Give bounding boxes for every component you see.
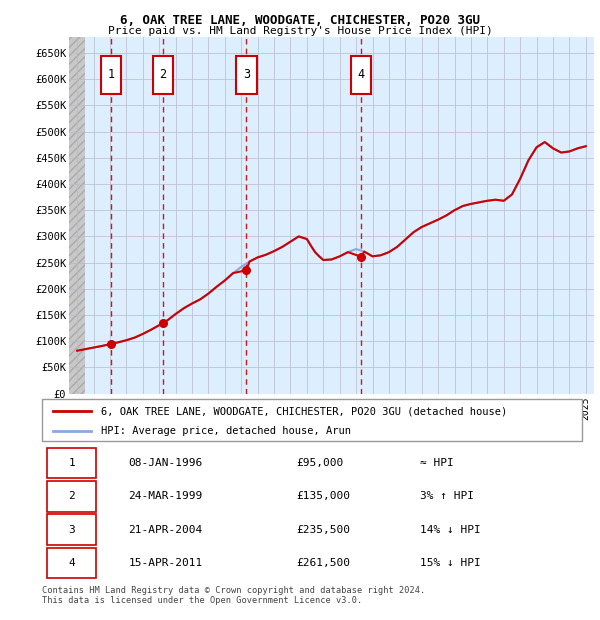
Text: ≈ HPI: ≈ HPI	[420, 458, 454, 468]
Text: 15-APR-2011: 15-APR-2011	[128, 558, 203, 568]
Text: 1: 1	[68, 458, 75, 468]
Text: 6, OAK TREE LANE, WOODGATE, CHICHESTER, PO20 3GU: 6, OAK TREE LANE, WOODGATE, CHICHESTER, …	[120, 14, 480, 27]
FancyBboxPatch shape	[236, 56, 257, 94]
FancyBboxPatch shape	[47, 547, 96, 578]
Text: 4: 4	[358, 68, 364, 81]
Text: 08-JAN-1996: 08-JAN-1996	[128, 458, 203, 468]
Text: HPI: Average price, detached house, Arun: HPI: Average price, detached house, Arun	[101, 426, 352, 436]
FancyBboxPatch shape	[47, 448, 96, 479]
FancyBboxPatch shape	[47, 515, 96, 545]
FancyBboxPatch shape	[47, 481, 96, 511]
Text: Contains HM Land Registry data © Crown copyright and database right 2024.
This d: Contains HM Land Registry data © Crown c…	[42, 586, 425, 605]
Text: 2: 2	[160, 68, 167, 81]
Text: 15% ↓ HPI: 15% ↓ HPI	[420, 558, 481, 568]
Text: 4: 4	[68, 558, 75, 568]
Text: 3: 3	[243, 68, 250, 81]
Text: £95,000: £95,000	[296, 458, 343, 468]
Text: 3: 3	[68, 525, 75, 534]
FancyBboxPatch shape	[101, 56, 121, 94]
Text: 14% ↓ HPI: 14% ↓ HPI	[420, 525, 481, 534]
FancyBboxPatch shape	[42, 399, 582, 441]
Text: 2: 2	[68, 492, 75, 502]
Text: 21-APR-2004: 21-APR-2004	[128, 525, 203, 534]
Text: Price paid vs. HM Land Registry's House Price Index (HPI): Price paid vs. HM Land Registry's House …	[107, 26, 493, 36]
FancyBboxPatch shape	[153, 56, 173, 94]
Text: £235,500: £235,500	[296, 525, 350, 534]
Text: 6, OAK TREE LANE, WOODGATE, CHICHESTER, PO20 3GU (detached house): 6, OAK TREE LANE, WOODGATE, CHICHESTER, …	[101, 406, 508, 416]
Text: 24-MAR-1999: 24-MAR-1999	[128, 492, 203, 502]
Text: 3% ↑ HPI: 3% ↑ HPI	[420, 492, 474, 502]
Text: £135,000: £135,000	[296, 492, 350, 502]
FancyBboxPatch shape	[350, 56, 371, 94]
Text: £261,500: £261,500	[296, 558, 350, 568]
Text: 1: 1	[107, 68, 115, 81]
Bar	[69, 37, 85, 394]
